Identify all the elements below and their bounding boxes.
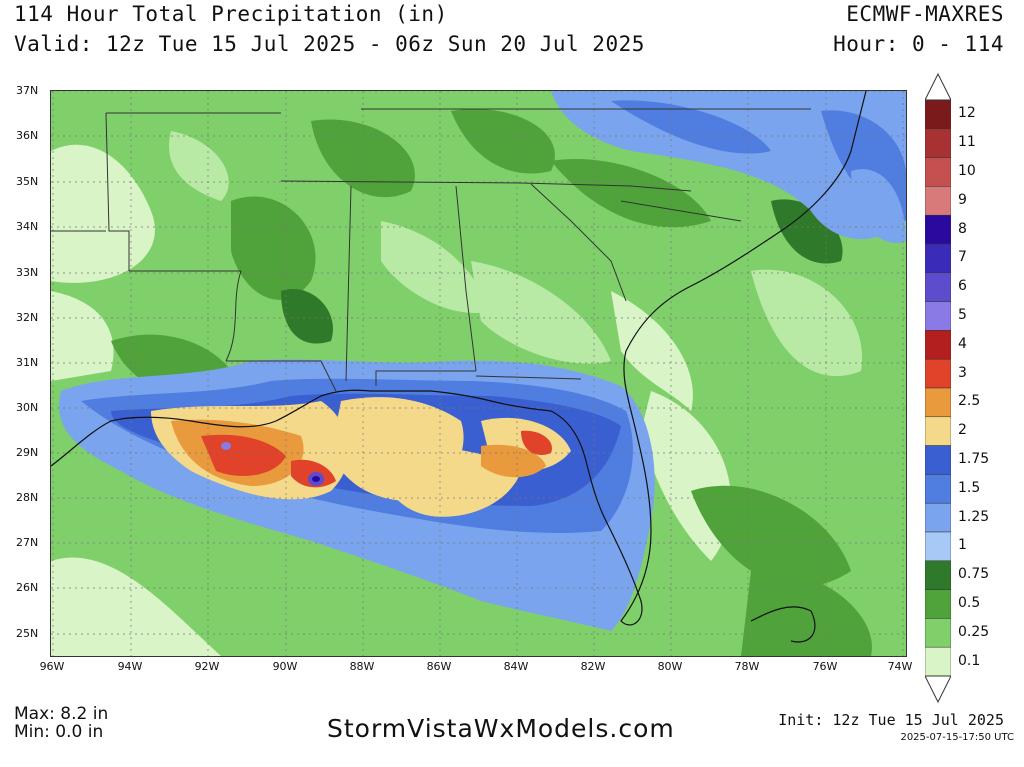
lat-label: 25N <box>16 627 39 640</box>
colorbar-label: 2 <box>958 422 967 439</box>
colorbar-swatch <box>925 502 951 533</box>
lon-label: 78W <box>734 660 760 673</box>
colorbar-swatch <box>925 358 951 389</box>
lat-label: 35N <box>16 175 39 188</box>
colorbar-bottom-arrow <box>925 675 951 704</box>
colorbar-label: 3 <box>958 364 967 381</box>
colorbar-label: 10 <box>958 163 976 179</box>
max-value: Max: 8.2 in <box>14 704 109 724</box>
lon-label: 82W <box>580 660 606 673</box>
min-value: Min: 0.0 in <box>14 722 104 742</box>
lon-label: 74W <box>887 660 913 673</box>
colorbar-swatch <box>925 474 951 504</box>
lat-label: 31N <box>16 356 39 369</box>
hour-range: Hour: 0 - 114 <box>833 32 1004 56</box>
colorbar-swatch <box>925 157 951 187</box>
map-title: 114 Hour Total Precipitation (in) <box>14 2 448 26</box>
colorbar-label: 1 <box>958 537 967 554</box>
colorbar-label: 2.5 <box>958 393 981 410</box>
precipitation-map <box>50 90 907 657</box>
lat-label: 28N <box>16 491 39 504</box>
lat-label: 33N <box>16 266 39 279</box>
colorbar-swatch <box>925 445 951 475</box>
heavy-precip-cores <box>151 397 571 517</box>
colorbar-label: 5 <box>958 307 967 323</box>
lat-lon-grid <box>51 91 906 656</box>
colorbar-swatch <box>925 243 951 274</box>
valid-period: Valid: 12z Tue 15 Jul 2025 - 06z Sun 20 … <box>14 32 645 56</box>
colorbar-swatch <box>925 128 951 158</box>
map-graphic <box>51 91 906 656</box>
site-name: StormVistaWxModels.com <box>327 714 675 743</box>
colorbar-swatch <box>925 646 951 677</box>
lon-label: 84W <box>503 660 529 673</box>
init-time: Init: 12z Tue 15 Jul 2025 <box>778 711 1004 729</box>
lat-label: 32N <box>16 311 39 324</box>
colorbar-label: 7 <box>958 249 967 266</box>
colorbar-swatch <box>925 214 951 245</box>
colorbar-swatch <box>925 387 951 418</box>
lon-label: 80W <box>657 660 683 673</box>
colorbar-label: 1.5 <box>958 479 981 496</box>
colorbar-label: 0.75 <box>958 566 990 583</box>
colorbar-swatch <box>925 416 951 446</box>
lat-label: 37N <box>16 84 39 97</box>
colorbar-label: 0.5 <box>958 595 981 611</box>
lat-label: 27N <box>16 536 39 549</box>
colorbar-swatch <box>925 560 951 590</box>
colorbar-label: 12 <box>958 105 976 122</box>
colorbar-swatch <box>925 531 951 562</box>
colorbar-swatch <box>925 301 951 331</box>
colorbar-swatch <box>925 589 951 619</box>
lon-label: 90W <box>272 660 298 673</box>
lon-label: 76W <box>812 660 838 673</box>
colorbar-label: 1.75 <box>958 451 990 467</box>
lat-label: 29N <box>16 446 39 459</box>
lon-label: 96W <box>39 660 65 673</box>
colorbar-label: 4 <box>958 335 967 352</box>
colorbar-swatch <box>925 186 951 216</box>
colorbar-swatch <box>925 99 951 130</box>
colorbar-label: 0.1 <box>958 652 981 669</box>
colorbar-label: 1.25 <box>958 508 990 525</box>
colorbar-label: 6 <box>958 278 967 295</box>
colorbar-swatch <box>925 330 951 360</box>
moderate-precip-areas <box>111 109 872 656</box>
colorbar-label: 8 <box>958 220 967 237</box>
colorbar-label: 0.25 <box>958 623 990 640</box>
timestamp: 2025-07-15-17:50 UTC <box>900 732 1014 743</box>
colorbar-label: 9 <box>958 191 967 208</box>
model-name: ECMWF-MAXRES <box>846 2 1004 26</box>
colorbar-top-arrow <box>925 72 951 101</box>
color-legend <box>925 72 951 704</box>
coastline <box>51 91 867 643</box>
colorbar-swatch <box>925 618 951 648</box>
lon-label: 92W <box>194 660 220 673</box>
colorbar-label: 11 <box>958 134 976 151</box>
lat-label: 36N <box>16 129 39 142</box>
lon-label: 86W <box>426 660 452 673</box>
lat-label: 30N <box>16 401 39 414</box>
colorbar-swatch <box>925 272 951 302</box>
lon-label: 88W <box>349 660 375 673</box>
lat-label: 34N <box>16 220 39 233</box>
lon-label: 94W <box>117 660 143 673</box>
state-borders <box>51 108 811 392</box>
lat-label: 26N <box>16 581 39 594</box>
